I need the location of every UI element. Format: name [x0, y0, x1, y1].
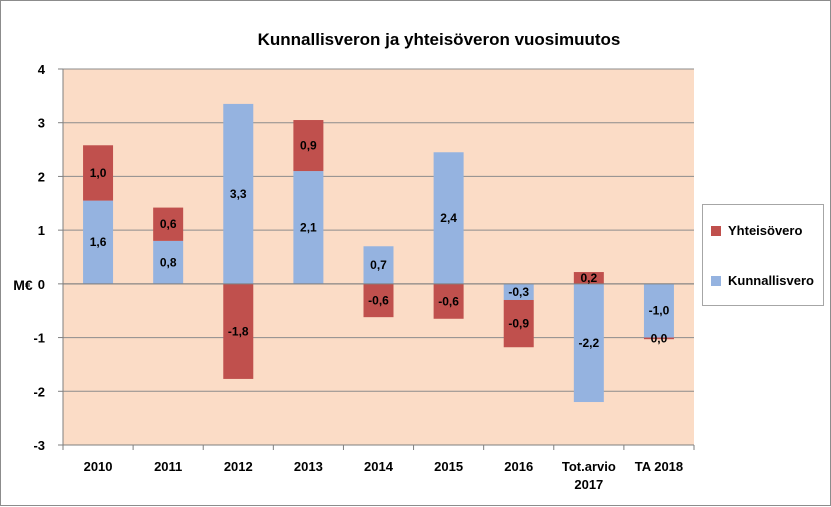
bar-kunnallisvero [573, 283, 604, 403]
legend-item-kunnallisvero: Kunnallisvero [711, 273, 814, 288]
x-tick-label: 2012 [224, 459, 253, 474]
data-label-yhteisovero: 0,0 [651, 331, 668, 345]
y-tick-label: 3 [38, 116, 45, 131]
x-tick-label: 2015 [434, 459, 463, 474]
y-tick-label: -2 [33, 384, 45, 399]
bar-kunnallisvero [433, 152, 464, 284]
bar-yhteisovero [153, 207, 184, 241]
data-label-yhteisovero: -0,6 [368, 294, 389, 308]
x-tick-label: Tot.arvio [562, 459, 616, 474]
legend-label-kunnallisvero: Kunnallisvero [728, 273, 814, 288]
bar-yhteisovero [643, 337, 674, 340]
bars [83, 103, 674, 403]
data-label-yhteisovero: -1,8 [228, 324, 249, 338]
x-tick-label: 2017 [574, 477, 603, 492]
data-label-kunnallisvero: 2,1 [300, 220, 317, 234]
y-tick-label: 4 [38, 62, 46, 77]
data-label-kunnallisvero: 0,7 [370, 258, 387, 272]
x-tick-label: TA 2018 [635, 459, 683, 474]
bar-yhteisovero [293, 120, 324, 172]
x-tick-label: 2011 [154, 459, 182, 474]
y-tick-label: 2 [38, 169, 45, 184]
bar-kunnallisvero [503, 283, 534, 300]
bar-kunnallisvero [643, 283, 674, 338]
bar-yhteisovero [433, 283, 464, 319]
x-tick-label: 2013 [294, 459, 323, 474]
bar-yhteisovero [503, 299, 534, 348]
bar-yhteisovero [83, 145, 114, 201]
x-tick-label: 2010 [84, 459, 113, 474]
y-axis-label: M€ [13, 277, 33, 293]
data-label-kunnallisvero: -2,2 [578, 336, 599, 350]
data-label-kunnallisvero: -0,3 [508, 285, 529, 299]
data-label-yhteisovero: -0,9 [508, 317, 529, 331]
data-label-yhteisovero: 0,2 [580, 271, 597, 285]
data-label-yhteisovero: 1,0 [90, 166, 107, 180]
y-tick-label: -1 [33, 331, 45, 346]
y-tick-label: 1 [38, 223, 45, 238]
bar-kunnallisvero [363, 246, 394, 284]
data-label-yhteisovero: 0,6 [160, 217, 177, 231]
chart-title: Kunnallisveron ja yhteisöveron vuosimuut… [258, 30, 621, 49]
bar-yhteisovero [573, 272, 604, 284]
x-tick-label: 2016 [504, 459, 533, 474]
y-tick-label: 0 [38, 277, 45, 292]
data-label-kunnallisvero: 1,6 [90, 235, 107, 249]
legend-swatch-yhteisovero [711, 225, 721, 236]
data-label-yhteisovero: -0,6 [438, 294, 459, 308]
legend: Yhteisövero Kunnallisvero [702, 204, 824, 306]
data-label-kunnallisvero: 2,4 [440, 211, 457, 225]
legend-swatch-kunnallisvero [711, 275, 721, 286]
bar-kunnallisvero [153, 240, 184, 284]
data-label-kunnallisvero: 0,8 [160, 255, 177, 269]
bar-kunnallisvero [223, 103, 254, 284]
bar-kunnallisvero [83, 200, 114, 284]
axes [58, 68, 695, 450]
data-label-kunnallisvero: 3,3 [230, 187, 247, 201]
labels: 4 3 2 1 0 -1 -2 -3 2010 1,6 1,0 2011 0,8 0,6 2012 3,3 -1… [33, 62, 683, 492]
y-tick-label: -3 [33, 438, 45, 453]
legend-label-yhteisovero: Yhteisövero [728, 223, 803, 238]
bar-yhteisovero [363, 283, 394, 318]
data-label-yhteisovero: 0,9 [300, 139, 317, 153]
x-tick-label: 2014 [364, 459, 394, 474]
legend-item-yhteisovero: Yhteisövero [711, 223, 802, 238]
data-label-kunnallisvero: -1,0 [649, 304, 670, 318]
bar-yhteisovero [223, 283, 254, 379]
bar-kunnallisvero [293, 171, 324, 284]
